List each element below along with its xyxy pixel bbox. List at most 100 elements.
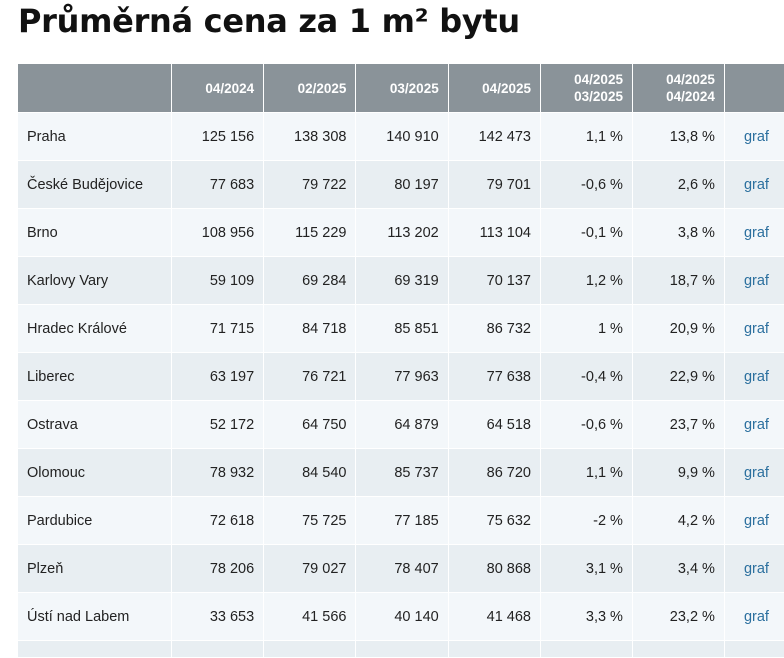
cell-yoy-change: 23,7 % bbox=[632, 400, 725, 449]
cell-graph-link: graf bbox=[724, 592, 784, 641]
header-yoy-change: 04/2025 04/2024 bbox=[632, 64, 725, 113]
cell-04-2025: 64 518 bbox=[448, 400, 541, 449]
header-mom-change: 04/2025 03/2025 bbox=[540, 64, 633, 113]
graph-link[interactable]: graf bbox=[743, 368, 769, 385]
cell-graph-link: graf bbox=[724, 256, 784, 305]
cell-04-2025: 113 104 bbox=[448, 208, 541, 257]
cell-graph-link: graf bbox=[724, 400, 784, 449]
cell-04-2024: 33 653 bbox=[171, 592, 265, 641]
cell-empty bbox=[540, 640, 633, 658]
table-row: Plzeň 78 206 79 027 78 407 80 868 3,1 % 3,4 % g… bbox=[18, 544, 784, 593]
cell-mom-change: 1,1 % bbox=[540, 112, 633, 161]
cell-city: Hradec Králové bbox=[18, 304, 172, 353]
header-yoy-bottom: 04/2024 bbox=[666, 89, 715, 104]
cell-02-2025: 41 566 bbox=[263, 592, 357, 641]
cell-city: Praha bbox=[18, 112, 172, 161]
cell-mom-change: 1,2 % bbox=[540, 256, 633, 305]
header-04-2025: 04/2025 bbox=[448, 64, 541, 113]
graph-link[interactable]: graf bbox=[743, 416, 769, 433]
graph-link[interactable]: graf bbox=[743, 560, 769, 577]
cell-city: Plzeň bbox=[18, 544, 172, 593]
graph-link[interactable]: graf bbox=[743, 176, 769, 193]
cell-graph-link: graf bbox=[724, 544, 784, 593]
cell-city: Liberec bbox=[18, 352, 172, 401]
cell-mom-change: 1 % bbox=[540, 304, 633, 353]
cell-mom-change: -0,6 % bbox=[540, 160, 633, 209]
cell-03-2025: 113 202 bbox=[355, 208, 449, 257]
cell-04-2025: 70 137 bbox=[448, 256, 541, 305]
cell-04-2025: 79 701 bbox=[448, 160, 541, 209]
graph-link[interactable]: graf bbox=[743, 272, 769, 289]
cell-04-2025: 77 638 bbox=[448, 352, 541, 401]
cell-graph-link: graf bbox=[724, 160, 784, 209]
cell-03-2025: 78 407 bbox=[355, 544, 449, 593]
table-row: Hradec Králové 71 715 84 718 85 851 86 732 1 … bbox=[18, 304, 784, 353]
table-row: České Budějovice 77 683 79 722 80 197 79 701… bbox=[18, 160, 784, 209]
cell-04-2025: 86 720 bbox=[448, 448, 541, 497]
cell-02-2025: 79 027 bbox=[263, 544, 357, 593]
cell-02-2025: 84 718 bbox=[263, 304, 357, 353]
cell-03-2025: 85 737 bbox=[355, 448, 449, 497]
cell-mom-change: 1,1 % bbox=[540, 448, 633, 497]
page-title: Průměrná cena za 1 m² bytu bbox=[18, 2, 520, 40]
table-row: Liberec 63 197 76 721 77 963 77 638 -0,4 % 22,… bbox=[18, 352, 784, 401]
cell-yoy-change: 13,8 % bbox=[632, 112, 725, 161]
header-mom-top: 04/2025 bbox=[574, 72, 623, 87]
header-yoy-top: 04/2025 bbox=[666, 72, 715, 87]
graph-link[interactable]: graf bbox=[743, 512, 769, 529]
cell-graph-link: graf bbox=[724, 112, 784, 161]
table-row: Karlovy Vary 59 109 69 284 69 319 70 137 1,2 … bbox=[18, 256, 784, 305]
cell-mom-change: -0,4 % bbox=[540, 352, 633, 401]
header-04-2024: 04/2024 bbox=[171, 64, 265, 113]
cell-graph-link: graf bbox=[724, 496, 784, 545]
table-row: Ústí nad Labem 33 653 41 566 40 140 41 468 3,… bbox=[18, 592, 784, 641]
cell-02-2025: 115 229 bbox=[263, 208, 357, 257]
cell-04-2025: 75 632 bbox=[448, 496, 541, 545]
cell-02-2025: 64 750 bbox=[263, 400, 357, 449]
cell-empty bbox=[18, 640, 172, 658]
cell-yoy-change: 2,6 % bbox=[632, 160, 725, 209]
cell-02-2025: 84 540 bbox=[263, 448, 357, 497]
header-city bbox=[18, 64, 172, 113]
cell-yoy-change: 23,2 % bbox=[632, 592, 725, 641]
cell-city: České Budějovice bbox=[18, 160, 172, 209]
header-03-2025: 03/2025 bbox=[355, 64, 449, 113]
cell-graph-link: graf bbox=[724, 448, 784, 497]
cell-empty bbox=[724, 640, 784, 658]
cell-yoy-change: 3,8 % bbox=[632, 208, 725, 257]
table-body: Praha 125 156 138 308 140 910 142 473 1,1 % 13… bbox=[18, 112, 784, 658]
graph-link[interactable]: graf bbox=[743, 608, 769, 625]
cell-city: Karlovy Vary bbox=[18, 256, 172, 305]
header-link bbox=[724, 64, 784, 113]
graph-link[interactable]: graf bbox=[743, 128, 769, 145]
cell-02-2025: 138 308 bbox=[263, 112, 357, 161]
cell-graph-link: graf bbox=[724, 304, 784, 353]
price-table: 04/2024 02/2025 03/2025 04/2025 04/2025 … bbox=[18, 64, 784, 658]
cell-mom-change: 3,3 % bbox=[540, 592, 633, 641]
cell-04-2025: 86 732 bbox=[448, 304, 541, 353]
header-mom-bottom: 03/2025 bbox=[574, 89, 623, 104]
cell-04-2024: 52 172 bbox=[171, 400, 265, 449]
table-row-partial bbox=[18, 640, 784, 658]
cell-03-2025: 64 879 bbox=[355, 400, 449, 449]
graph-link[interactable]: graf bbox=[743, 464, 769, 481]
cell-04-2024: 78 206 bbox=[171, 544, 265, 593]
table-row: Pardubice 72 618 75 725 77 185 75 632 -2 % 4,2… bbox=[18, 496, 784, 545]
header-02-2025: 02/2025 bbox=[263, 64, 357, 113]
cell-yoy-change: 9,9 % bbox=[632, 448, 725, 497]
cell-04-2024: 77 683 bbox=[171, 160, 265, 209]
cell-mom-change: 3,1 % bbox=[540, 544, 633, 593]
cell-graph-link: graf bbox=[724, 352, 784, 401]
cell-02-2025: 69 284 bbox=[263, 256, 357, 305]
cell-yoy-change: 4,2 % bbox=[632, 496, 725, 545]
cell-04-2024: 72 618 bbox=[171, 496, 265, 545]
cell-graph-link: graf bbox=[724, 208, 784, 257]
table-row: Olomouc 78 932 84 540 85 737 86 720 1,1 % 9,9 … bbox=[18, 448, 784, 497]
graph-link[interactable]: graf bbox=[743, 224, 769, 241]
graph-link[interactable]: graf bbox=[743, 320, 769, 337]
cell-mom-change: -2 % bbox=[540, 496, 633, 545]
cell-03-2025: 85 851 bbox=[355, 304, 449, 353]
cell-03-2025: 140 910 bbox=[355, 112, 449, 161]
cell-04-2024: 71 715 bbox=[171, 304, 265, 353]
cell-yoy-change: 22,9 % bbox=[632, 352, 725, 401]
